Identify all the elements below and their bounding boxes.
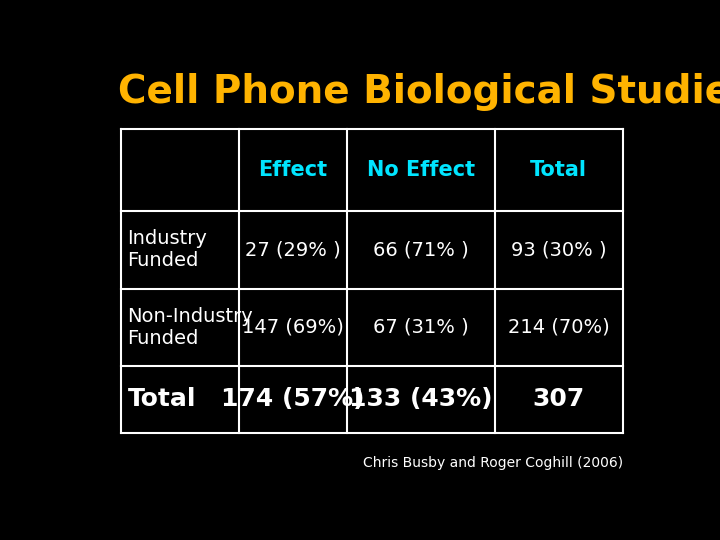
Text: 67 (31% ): 67 (31% ) <box>373 318 469 337</box>
Text: Chris Busby and Roger Coghill (2006): Chris Busby and Roger Coghill (2006) <box>363 456 623 470</box>
Text: 27 (29% ): 27 (29% ) <box>245 240 341 259</box>
Text: Industry
Funded: Industry Funded <box>127 230 207 271</box>
Text: Cell Phone Biological Studies: Cell Phone Biological Studies <box>118 73 720 111</box>
Text: Total: Total <box>531 160 588 180</box>
Text: Effect: Effect <box>258 160 328 180</box>
Text: Non-Industry
Funded: Non-Industry Funded <box>127 307 253 348</box>
Text: 133 (43%): 133 (43%) <box>349 387 492 411</box>
Text: Total: Total <box>127 387 196 411</box>
Text: 174 (57%): 174 (57%) <box>221 387 364 411</box>
Text: 66 (71% ): 66 (71% ) <box>373 240 469 259</box>
Text: 93 (30% ): 93 (30% ) <box>511 240 607 259</box>
Text: No Effect: No Effect <box>366 160 474 180</box>
Text: 214 (70%): 214 (70%) <box>508 318 610 337</box>
Text: 147 (69%): 147 (69%) <box>242 318 343 337</box>
Text: 307: 307 <box>533 387 585 411</box>
